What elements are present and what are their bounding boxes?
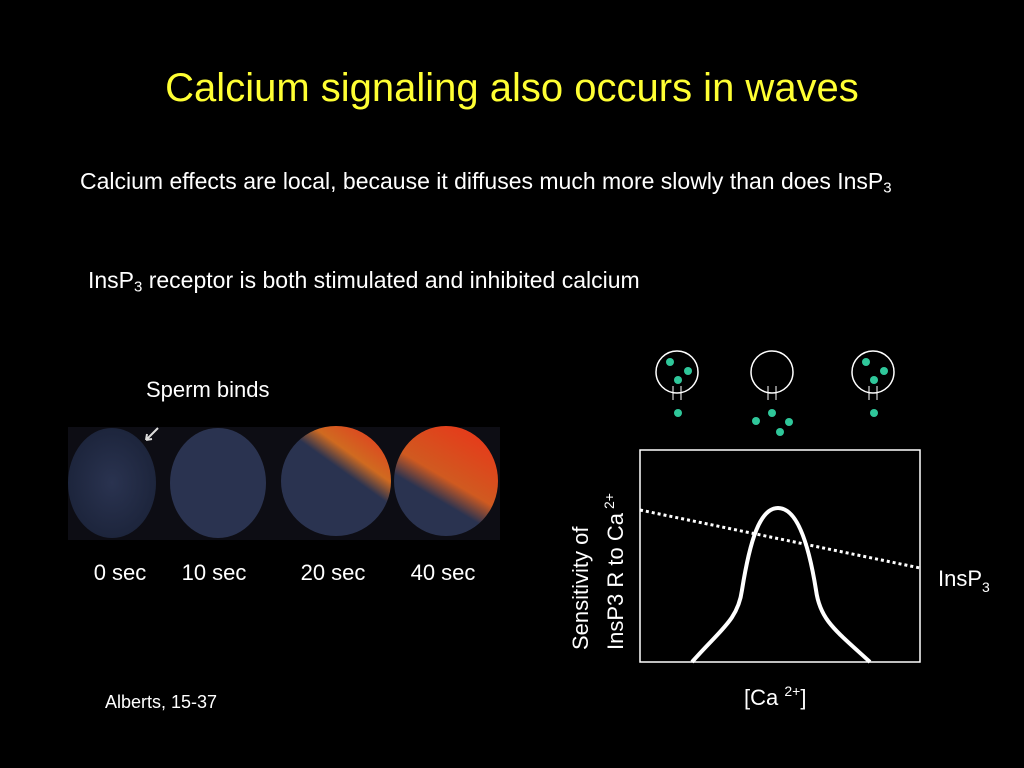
receptors — [655, 350, 895, 436]
slide-title: Calcium signaling also occurs in waves — [165, 66, 859, 110]
bullet: InsP3 receptor is both stimulated and in… — [88, 267, 640, 296]
bullet-text: InsP — [88, 267, 135, 293]
time-label: 10 sec — [182, 560, 247, 585]
time-label: 20 sec — [301, 560, 366, 585]
graph-frame — [639, 449, 921, 663]
superscript: 2+ — [601, 493, 617, 509]
arrow — [145, 427, 159, 441]
time-label: 40 sec — [411, 560, 476, 585]
sensitivity-curve — [690, 505, 872, 664]
superscript: 2+ — [784, 683, 800, 699]
source: Alberts, 15-37 — [105, 692, 217, 712]
x-axis-label-text: ] — [800, 685, 806, 710]
insp3-line — [639, 508, 921, 570]
curve-label: InsP3 — [938, 566, 990, 595]
cell-image — [394, 426, 498, 536]
cell-image — [281, 426, 391, 536]
curve-label-text: InsP — [938, 566, 982, 591]
cell-image — [170, 428, 266, 538]
caption: Sperm binds — [146, 377, 270, 402]
y-axis-label: InsP3 R to Ca 2+ — [601, 493, 628, 650]
y-axis-label-text: InsP3 R to Ca — [603, 512, 628, 650]
time-label: 0 sec — [94, 560, 147, 585]
x-axis-label: [Ca 2+] — [744, 683, 806, 710]
subscript: 3 — [134, 278, 143, 296]
cell-image — [68, 428, 156, 538]
bullet-text: Calcium effects are local, because it di… — [80, 168, 884, 194]
subscript: 3 — [883, 179, 892, 197]
bullet-text: receptor is both stimulated and inhibite… — [142, 267, 640, 293]
x-axis-label-text: [Ca — [744, 685, 784, 710]
y-axis-label: Sensitivity of — [568, 526, 593, 650]
bullet: Calcium effects are local, because it di… — [80, 163, 950, 207]
subscript: 3 — [982, 579, 990, 595]
